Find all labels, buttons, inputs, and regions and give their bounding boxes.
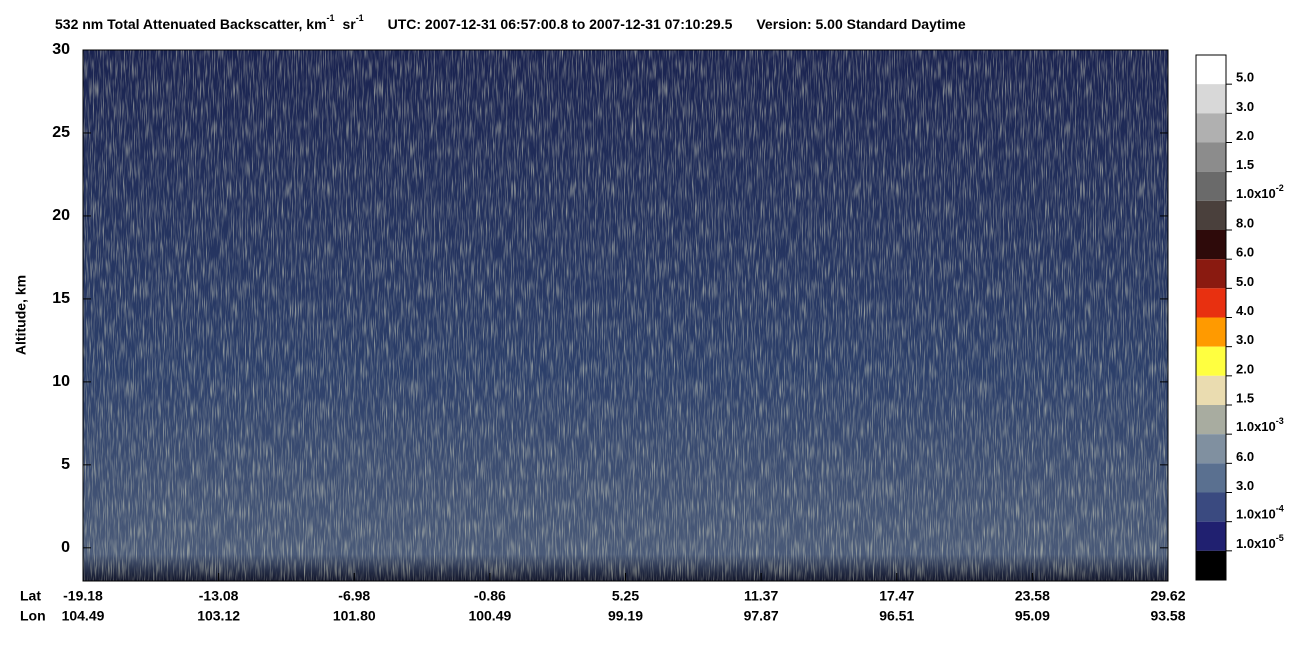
x-tick-label: -0.86 xyxy=(474,588,506,604)
colorbar-swatch xyxy=(1196,434,1226,464)
colorbar-label-text: 1.0x10 xyxy=(1236,186,1276,201)
x-row-name: Lon xyxy=(20,608,46,624)
colorbar-swatch xyxy=(1196,171,1226,201)
colorbar-swatch xyxy=(1196,346,1226,376)
y-tick-label: 15 xyxy=(52,290,70,307)
y-tick-label: 30 xyxy=(52,41,70,58)
x-tick-label: 5.25 xyxy=(612,588,639,604)
y-tick-label: 25 xyxy=(52,124,70,141)
y-axis-label: Altitude, km xyxy=(13,275,29,355)
colorbar-swatch xyxy=(1196,230,1226,260)
plot-texture xyxy=(83,50,1168,581)
colorbar-label: 5.0 xyxy=(1236,70,1254,85)
spacer xyxy=(335,16,339,32)
colorbar-label: 2.0 xyxy=(1236,361,1254,376)
colorbar-label: 8.0 xyxy=(1236,215,1254,230)
colorbar-label: 3.0 xyxy=(1236,478,1254,493)
x-tick-label: 11.37 xyxy=(744,588,778,604)
x-tick-label: 103.12 xyxy=(197,608,240,624)
y-tick-label: 5 xyxy=(61,456,70,473)
colorbar-swatch xyxy=(1196,317,1226,347)
colorbar-label: 1.5 xyxy=(1236,390,1254,405)
y-tick-label: 20 xyxy=(52,207,70,224)
x-tick-label: 95.09 xyxy=(1015,608,1050,624)
colorbar-label: 1.5 xyxy=(1236,157,1254,172)
x-tick-label: 96.51 xyxy=(879,608,914,624)
colorbar-label: 3.0 xyxy=(1236,332,1254,347)
colorbar-label-text: 1.0x10 xyxy=(1236,536,1276,551)
colorbar-label-sup: -2 xyxy=(1276,183,1284,193)
colorbar-swatch xyxy=(1196,521,1226,551)
colorbar-label: 1.0x10-3 xyxy=(1236,417,1284,435)
y-tick-label: 10 xyxy=(52,373,70,390)
x-tick-label: 100.49 xyxy=(468,608,511,624)
x-tick-label: 97.87 xyxy=(744,608,779,624)
colorbar-label-text: 1.0x10 xyxy=(1236,507,1276,522)
colorbar-swatch xyxy=(1196,113,1226,143)
title-sup: -1 xyxy=(327,13,335,23)
colorbar-label-sup: -5 xyxy=(1276,533,1284,543)
colorbar-swatch xyxy=(1196,142,1226,172)
colorbar-frame xyxy=(1195,54,1227,581)
title-text: 532 nm Total Attenuated Backscatter, km xyxy=(55,16,327,32)
title-text: sr xyxy=(342,16,356,32)
colorbar-swatch xyxy=(1196,288,1226,318)
x-tick-label: 101.80 xyxy=(333,608,376,624)
colorbar-label: 1.0x10-4 xyxy=(1236,504,1284,522)
spacer xyxy=(364,16,368,32)
colorbar-swatch xyxy=(1196,200,1226,230)
title-sup: -1 xyxy=(356,13,364,23)
x-tick-label: 29.62 xyxy=(1150,588,1185,604)
colorbar-swatch xyxy=(1196,463,1226,493)
colorbar-label: 4.0 xyxy=(1236,303,1254,318)
colorbar-swatch xyxy=(1196,375,1226,405)
x-tick-label: 23.58 xyxy=(1015,588,1050,604)
colorbar-swatch xyxy=(1196,492,1226,522)
colorbar-label: 6.0 xyxy=(1236,449,1254,464)
x-tick-label: 17.47 xyxy=(879,588,914,604)
title-version: Version: 5.00 Standard Daytime xyxy=(756,16,966,32)
x-tick-label: -19.18 xyxy=(63,588,103,604)
colorbar-swatch xyxy=(1196,259,1226,289)
x-tick-label: -6.98 xyxy=(338,588,370,604)
colorbar-label: 5.0 xyxy=(1236,274,1254,289)
x-tick-label: -13.08 xyxy=(199,588,239,604)
colorbar-label: 1.0x10-2 xyxy=(1236,183,1284,201)
colorbar-swatch xyxy=(1196,55,1226,85)
colorbar-label-sup: -3 xyxy=(1276,417,1284,427)
x-tick-label: 99.19 xyxy=(608,608,643,624)
colorbar-swatch xyxy=(1196,84,1226,114)
y-tick-label: 0 xyxy=(61,539,70,556)
x-tick-label: 104.49 xyxy=(62,608,105,624)
colorbar-label-sup: -4 xyxy=(1276,504,1284,514)
title-utc: UTC: 2007-12-31 06:57:00.8 to 2007-12-31… xyxy=(388,16,733,32)
colorbar-swatch xyxy=(1196,405,1226,435)
colorbar-label: 2.0 xyxy=(1236,128,1254,143)
colorbar-label: 6.0 xyxy=(1236,245,1254,260)
chart-title: 532 nm Total Attenuated Backscatter, km-… xyxy=(55,13,966,31)
colorbar-label: 3.0 xyxy=(1236,99,1254,114)
x-tick-label: 93.58 xyxy=(1150,608,1185,624)
colorbar-label: 1.0x10-5 xyxy=(1236,533,1284,551)
x-row-name: Lat xyxy=(20,588,41,604)
colorbar-label-text: 1.0x10 xyxy=(1236,420,1276,435)
colorbar-swatch xyxy=(1196,550,1226,580)
